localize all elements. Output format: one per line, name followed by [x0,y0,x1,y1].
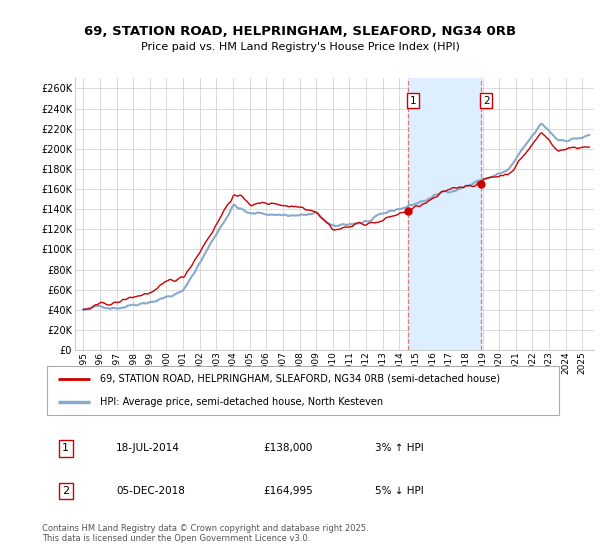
Text: 2: 2 [483,96,490,105]
FancyBboxPatch shape [47,366,559,415]
Text: 5% ↓ HPI: 5% ↓ HPI [374,486,424,496]
Text: 1: 1 [62,444,69,454]
Text: 2: 2 [62,486,70,496]
Text: 18-JUL-2014: 18-JUL-2014 [116,444,180,454]
Text: Price paid vs. HM Land Registry's House Price Index (HPI): Price paid vs. HM Land Registry's House … [140,42,460,52]
Bar [409,78,481,350]
Text: 1: 1 [410,96,416,105]
Text: 69, STATION ROAD, HELPRINGHAM, SLEAFORD, NG34 0RB (semi-detached house): 69, STATION ROAD, HELPRINGHAM, SLEAFORD,… [100,374,500,384]
Text: Contains HM Land Registry data © Crown copyright and database right 2025.
This d: Contains HM Land Registry data © Crown c… [42,524,368,543]
Text: 69, STATION ROAD, HELPRINGHAM, SLEAFORD, NG34 0RB: 69, STATION ROAD, HELPRINGHAM, SLEAFORD,… [84,25,516,38]
Text: HPI: Average price, semi-detached house, North Kesteven: HPI: Average price, semi-detached house,… [100,397,383,407]
Text: £138,000: £138,000 [264,444,313,454]
Text: £164,995: £164,995 [264,486,314,496]
Text: 05-DEC-2018: 05-DEC-2018 [116,486,185,496]
Text: 3% ↑ HPI: 3% ↑ HPI [374,444,424,454]
